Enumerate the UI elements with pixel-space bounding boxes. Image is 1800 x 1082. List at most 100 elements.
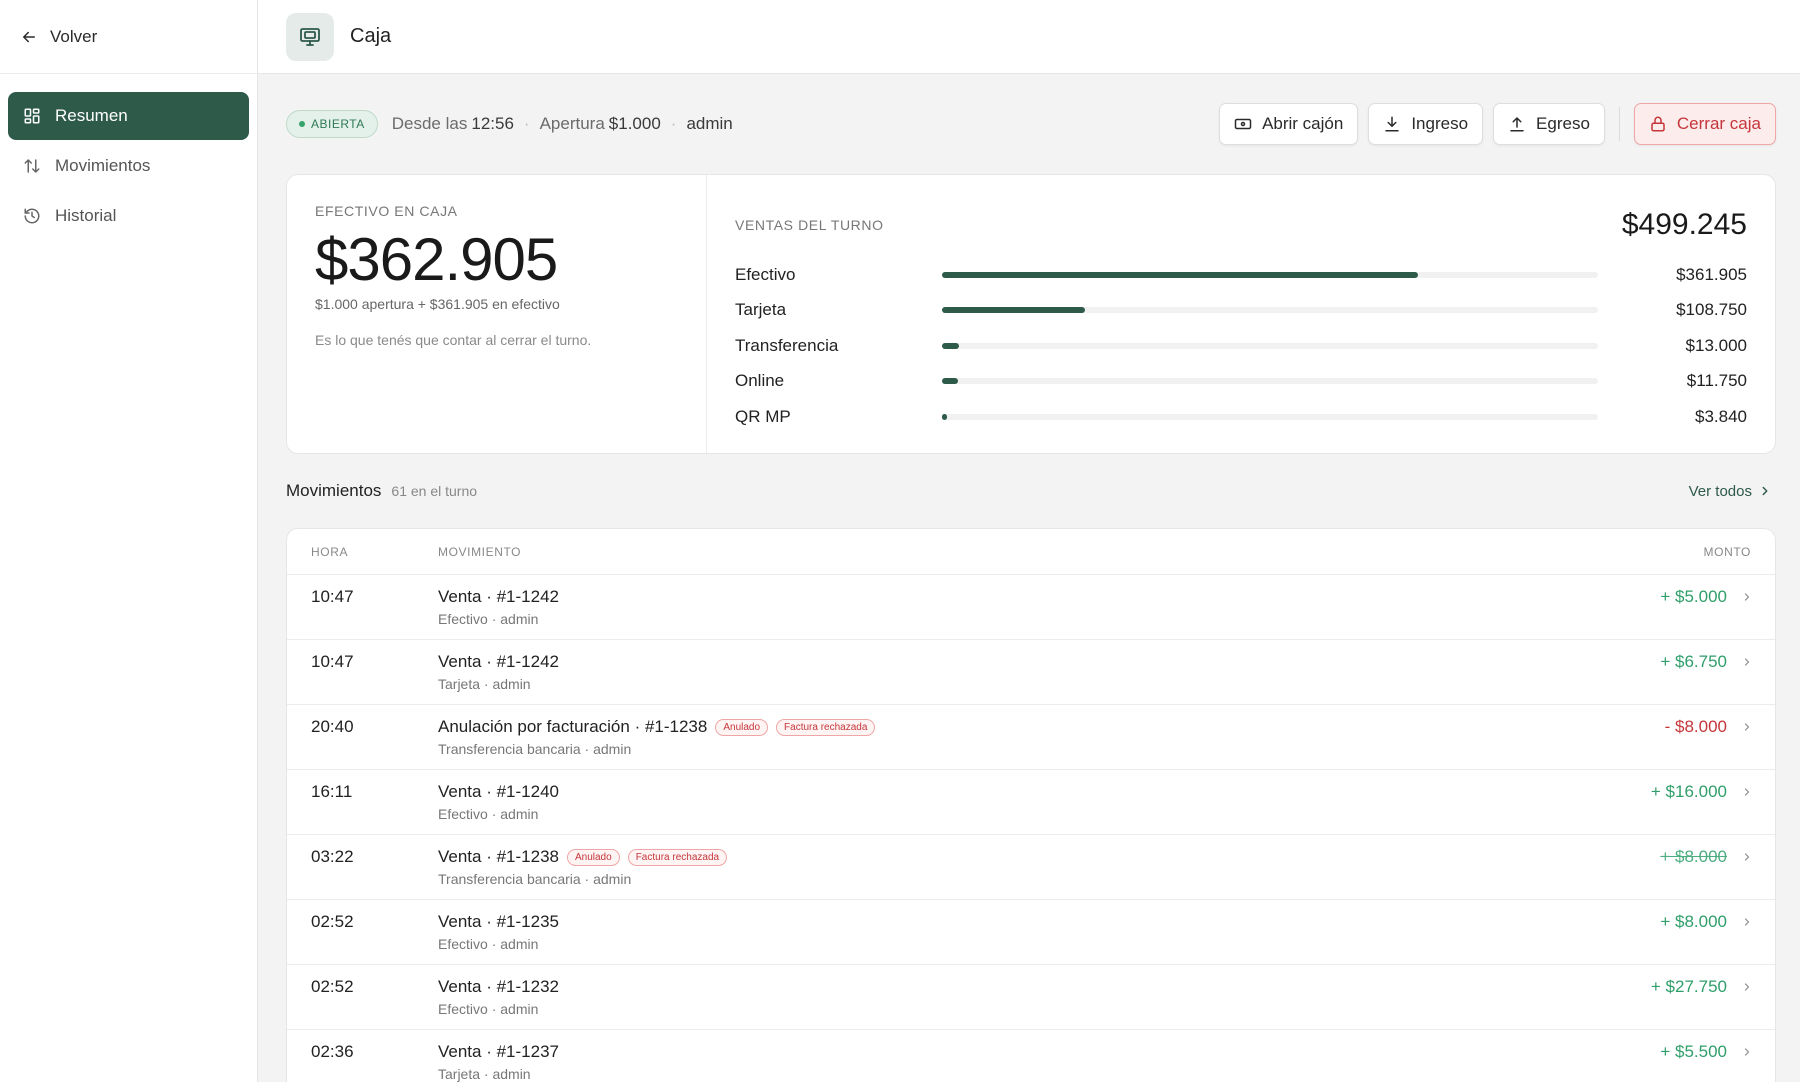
row-time: 10:47	[311, 652, 354, 671]
row-title-line: Venta · #1-1242	[438, 652, 1525, 672]
table-header: HORA MOVIMIENTO MONTO	[287, 529, 1775, 575]
row-title-line: Venta · #1-1235	[438, 912, 1525, 932]
row-time: 20:40	[311, 717, 354, 736]
sales-method: Efectivo	[735, 264, 796, 284]
sales-total: $499.245	[1621, 208, 1747, 241]
column-header-amount: MONTO	[1703, 544, 1751, 559]
sales-row: Efectivo $361.905	[735, 257, 1747, 293]
row-time: 16:11	[311, 782, 353, 801]
sales-label: VENTAS DEL TURNO	[735, 217, 884, 233]
status-tag: Anulado	[566, 848, 620, 866]
cash-breakdown: $1.000 apertura + $361.905 en efectivo	[315, 296, 560, 312]
sidebar-item-label: Historial	[55, 206, 117, 225]
sidebar-item-resumen[interactable]: Resumen	[8, 92, 249, 140]
table-row[interactable]: 02:52 Venta · #1-1232 Efectivo · admin +…	[287, 965, 1775, 1030]
chevron-right-icon	[1744, 1048, 1750, 1056]
sales-bar-fill	[942, 307, 1085, 314]
table-row[interactable]: 16:11 Venta · #1-1240 Efectivo · admin +…	[287, 770, 1775, 835]
table-row[interactable]: 20:40 Anulación por facturación · #1-123…	[287, 705, 1775, 770]
table-row[interactable]: 03:22 Venta · #1-1238 Anulado Factura rec…	[287, 835, 1775, 900]
status-badge: ABIERTA	[286, 110, 378, 138]
opening-prefix: Apertura	[539, 114, 605, 133]
sales-row: Tarjeta $108.750	[735, 293, 1747, 329]
expense-button[interactable]: Egreso	[1493, 103, 1605, 145]
row-movement: Venta · #1-1238 Anulado Factura rechazada…	[438, 847, 1525, 899]
row-movement: Anulación por facturación · #1-1238 Anul…	[438, 717, 1525, 769]
since-prefix: Desde las	[391, 114, 468, 133]
status-details: Desde las 12:56 · Apertura $1.000 · admi…	[392, 114, 733, 134]
sales-bar-track	[942, 378, 1598, 385]
back-label: Volver	[50, 26, 98, 46]
table-row[interactable]: 10:47 Venta · #1-1242 Efectivo · admin +…	[287, 575, 1775, 640]
table-row[interactable]: 10:47 Venta · #1-1242 Tarjeta · admin + …	[287, 640, 1775, 705]
row-amount-cell: - $8.000	[1525, 717, 1775, 769]
row-time: 02:52	[311, 912, 354, 931]
row-amount: + $5.500	[1660, 1042, 1727, 1061]
status-tag: Anulado	[715, 718, 769, 736]
sales-row: Transferencia $13.000	[735, 328, 1747, 364]
status-tag: Factura rechazada	[627, 848, 728, 866]
sales-value: $361.905	[1676, 264, 1747, 284]
cash-note: Es lo que tenés que contar al cerrar el …	[315, 332, 592, 348]
open-drawer-button[interactable]: Abrir cajón	[1219, 103, 1359, 145]
row-subtitle: Efectivo · admin	[438, 936, 539, 952]
row-amount-cell: + $5.500	[1525, 1042, 1775, 1082]
arrows-up-down-icon	[24, 159, 40, 173]
back-button[interactable]: Volver	[0, 0, 257, 74]
sidebar-item-movimientos[interactable]: Movimientos	[8, 142, 249, 190]
row-amount-cell: + $6.750	[1525, 652, 1775, 704]
row-time: 02:52	[311, 977, 354, 996]
row-movement: Venta · #1-1232 Efectivo · admin	[438, 977, 1525, 1029]
sidebar-item-label: Resumen	[55, 106, 128, 125]
table-row[interactable]: 02:36 Venta · #1-1237 Tarjeta · admin + …	[287, 1030, 1775, 1082]
sales-breakdown: Efectivo $361.905 Tarjeta $108.750 Trans…	[735, 257, 1747, 435]
row-movement: Venta · #1-1242 Tarjeta · admin	[438, 652, 1525, 704]
see-all-link[interactable]: Ver todos	[1689, 483, 1772, 500]
since-time: 12:56	[471, 114, 514, 133]
row-title-line: Venta · #1-1240	[438, 782, 1525, 802]
sales-bar-track	[942, 307, 1598, 314]
open-drawer-label: Abrir cajón	[1262, 114, 1344, 133]
row-title-line: Venta · #1-1242	[438, 587, 1525, 607]
chevron-right-icon	[1744, 788, 1750, 796]
cash-icon	[1234, 118, 1252, 130]
sales-panel: VENTAS DEL TURNO $499.245 Efectivo $361.…	[707, 175, 1775, 453]
row-title: Anulación por facturación · #1-1238	[438, 717, 708, 736]
sales-value: $11.750	[1686, 371, 1747, 391]
row-title-line: Venta · #1-1237	[438, 1042, 1525, 1062]
row-title: Venta · #1-1235	[438, 912, 559, 931]
row-title-line: Venta · #1-1232	[438, 977, 1525, 997]
table-row[interactable]: 02:52 Venta · #1-1235 Efectivo · admin +…	[287, 900, 1775, 965]
row-amount-cell: + $8.000	[1525, 912, 1775, 964]
movements-count: 61 en el turno	[391, 483, 478, 499]
sales-bar-track	[942, 271, 1598, 278]
row-title: Venta · #1-1242	[438, 587, 559, 606]
sidebar-item-historial[interactable]: Historial	[8, 192, 249, 240]
sidebar-nav: Resumen Movimientos Historial	[0, 74, 257, 258]
history-icon	[24, 208, 40, 224]
sales-bar-fill	[942, 413, 948, 420]
chevron-right-icon	[1762, 486, 1768, 496]
see-all-label: Ver todos	[1688, 482, 1752, 500]
row-movement: Venta · #1-1240 Efectivo · admin	[438, 782, 1525, 834]
movements-title: Movimientos	[286, 481, 382, 500]
sales-bar-fill	[942, 271, 1418, 278]
divider	[1618, 107, 1620, 141]
page-title: Caja	[350, 25, 392, 47]
row-title-line: Anulación por facturación · #1-1238 Anul…	[438, 717, 1525, 737]
summary-card: EFECTIVO EN CAJA $362.905 $1.000 apertur…	[286, 174, 1776, 454]
sales-bar-fill	[942, 378, 958, 385]
lock-icon	[1651, 116, 1665, 132]
row-time: 10:47	[311, 587, 354, 606]
row-subtitle: Efectivo · admin	[438, 611, 539, 627]
row-time: 03:22	[311, 847, 354, 866]
close-register-button[interactable]: Cerrar caja	[1633, 103, 1776, 145]
row-amount: + $6.750	[1660, 652, 1727, 671]
row-subtitle: Efectivo · admin	[438, 1001, 539, 1017]
sales-row: QR MP $3.840	[735, 399, 1747, 435]
column-header-movement: MOVIMIENTO	[438, 544, 522, 559]
sales-header: VENTAS DEL TURNO $499.245	[735, 203, 1747, 247]
cash-panel: EFECTIVO EN CAJA $362.905 $1.000 apertur…	[287, 175, 707, 453]
sales-value: $3.840	[1695, 406, 1747, 426]
income-button[interactable]: Ingreso	[1368, 103, 1484, 145]
